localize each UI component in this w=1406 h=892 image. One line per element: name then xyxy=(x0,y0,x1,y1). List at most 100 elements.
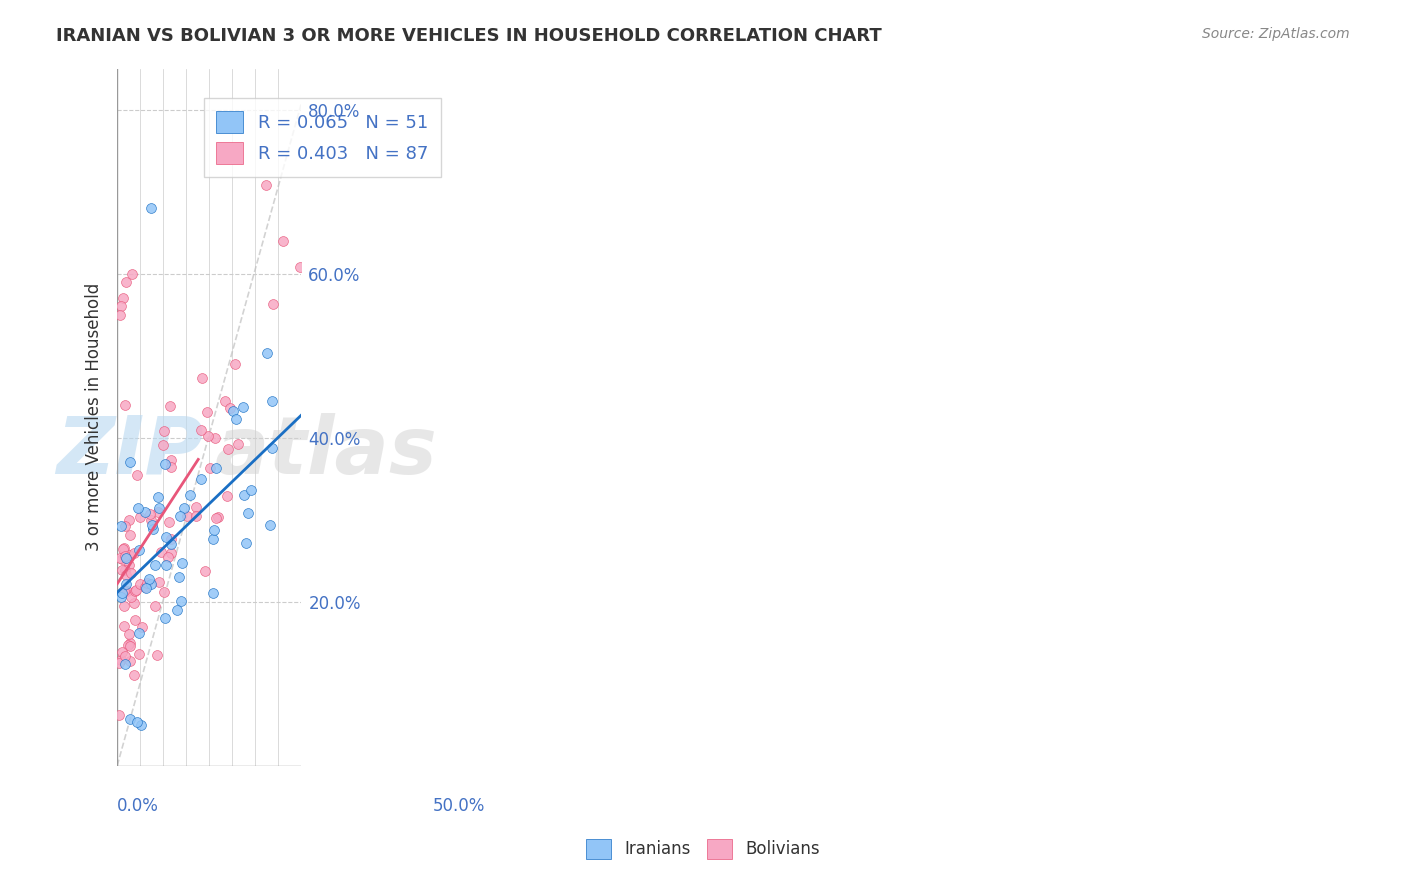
Point xyxy=(124,584,146,599)
Point xyxy=(122,667,145,681)
Point xyxy=(118,513,141,527)
Point xyxy=(110,590,132,604)
Point xyxy=(121,267,143,281)
Text: 50.0%: 50.0% xyxy=(433,797,485,815)
Point xyxy=(128,577,150,591)
Point xyxy=(202,523,225,537)
Point xyxy=(114,519,136,533)
Point xyxy=(152,438,174,452)
Point xyxy=(153,424,176,438)
Point xyxy=(225,412,247,426)
Point xyxy=(112,584,135,599)
Point xyxy=(128,647,150,661)
Legend: R = 0.065   N = 51, R = 0.403   N = 87: R = 0.065 N = 51, R = 0.403 N = 87 xyxy=(204,98,440,177)
Point xyxy=(110,652,132,666)
Point xyxy=(114,563,136,577)
Point xyxy=(239,483,262,498)
Point xyxy=(195,405,218,419)
Point xyxy=(271,235,294,249)
Text: 0.0%: 0.0% xyxy=(117,797,159,815)
Point xyxy=(108,657,131,671)
Point xyxy=(198,461,221,475)
Point xyxy=(145,648,167,662)
Point xyxy=(115,551,138,566)
Point xyxy=(110,519,132,533)
Point xyxy=(218,401,240,415)
Point xyxy=(120,455,142,469)
Point xyxy=(215,489,238,503)
Point xyxy=(148,500,170,515)
Point xyxy=(135,581,157,595)
Point xyxy=(170,594,193,608)
Text: atlas: atlas xyxy=(215,413,437,491)
Point xyxy=(108,308,131,322)
Point xyxy=(169,509,191,524)
Point xyxy=(139,576,162,591)
Point xyxy=(127,468,149,483)
Point xyxy=(134,505,156,519)
Point xyxy=(136,576,159,591)
Point xyxy=(118,636,141,650)
Point xyxy=(120,566,142,581)
Point xyxy=(128,509,150,524)
Point xyxy=(114,649,136,664)
Y-axis label: 3 or more Vehicles in Household: 3 or more Vehicles in Household xyxy=(86,283,103,551)
Point xyxy=(141,517,163,532)
Point xyxy=(155,558,177,572)
Point xyxy=(141,201,163,215)
Point xyxy=(114,275,136,289)
Point xyxy=(111,586,134,600)
Point xyxy=(160,546,183,560)
Point xyxy=(139,507,162,521)
Point xyxy=(114,549,136,563)
Point xyxy=(197,428,219,442)
Point xyxy=(114,398,136,412)
Point xyxy=(160,537,183,551)
Point xyxy=(118,654,141,668)
Point xyxy=(166,603,188,617)
Point xyxy=(202,586,225,600)
Point xyxy=(260,441,283,455)
Point xyxy=(118,627,141,641)
Point xyxy=(236,506,259,520)
Point xyxy=(114,657,136,672)
Point xyxy=(142,522,165,536)
Point xyxy=(259,517,281,532)
Point xyxy=(114,567,136,582)
Point xyxy=(167,570,190,584)
Point xyxy=(207,510,229,524)
Point xyxy=(204,431,226,445)
Point xyxy=(201,533,224,547)
Point xyxy=(112,291,135,305)
Point xyxy=(139,513,162,527)
Point xyxy=(262,297,284,311)
Point xyxy=(131,620,153,634)
Point xyxy=(176,508,198,523)
Point xyxy=(184,500,207,515)
Point xyxy=(143,599,166,613)
Point xyxy=(214,394,236,409)
Point xyxy=(124,614,146,628)
Point xyxy=(124,596,146,610)
Point xyxy=(224,358,246,372)
Text: ZIP: ZIP xyxy=(56,413,204,491)
Point xyxy=(233,488,256,502)
Point xyxy=(232,400,254,414)
Point xyxy=(143,558,166,573)
Point xyxy=(226,437,249,451)
Point xyxy=(118,639,141,653)
Point xyxy=(118,712,141,726)
Point xyxy=(120,590,142,604)
Point xyxy=(157,515,180,529)
Point xyxy=(155,457,177,471)
Point xyxy=(190,472,212,486)
Point xyxy=(159,459,181,474)
Point xyxy=(128,625,150,640)
Point xyxy=(111,552,134,566)
Point xyxy=(288,260,311,274)
Point xyxy=(194,564,217,578)
Point xyxy=(112,541,135,555)
Point xyxy=(125,583,148,598)
Point xyxy=(217,442,239,456)
Text: IRANIAN VS BOLIVIAN 3 OR MORE VEHICLES IN HOUSEHOLD CORRELATION CHART: IRANIAN VS BOLIVIAN 3 OR MORE VEHICLES I… xyxy=(56,27,882,45)
